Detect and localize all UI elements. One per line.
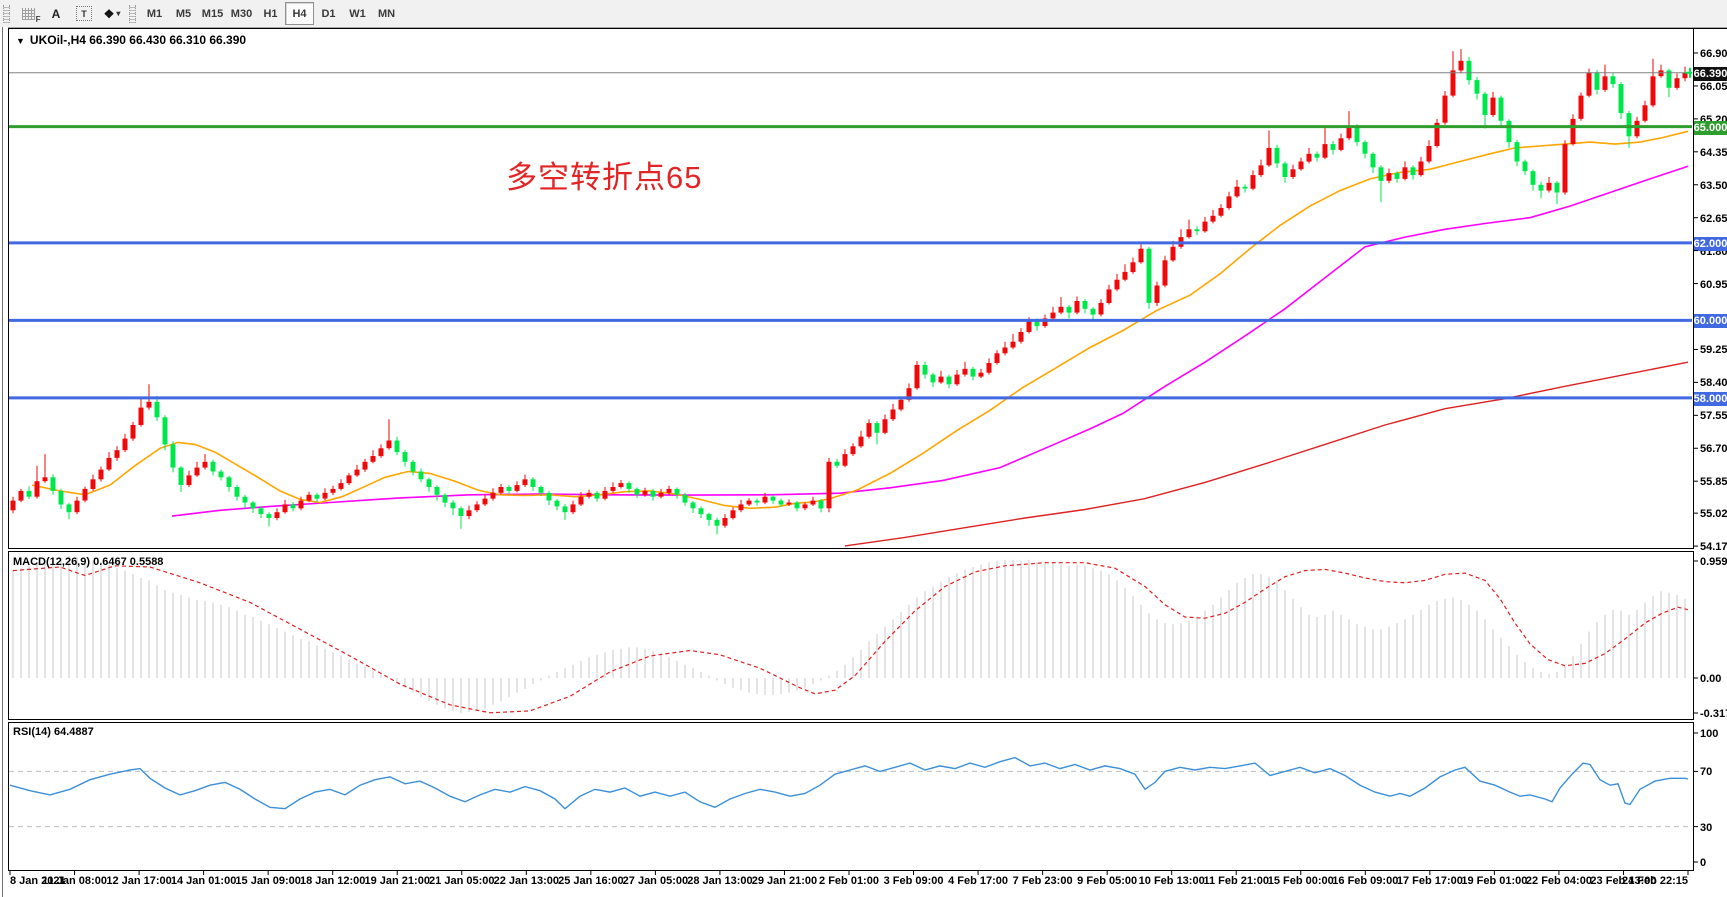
price-level-box: 65.000	[1693, 120, 1727, 135]
price-tick: 66.050	[1700, 80, 1727, 93]
price-tick: 54.175	[1700, 541, 1727, 554]
time-tick: 16 Feb 09:00	[1332, 875, 1399, 887]
time-tick: 23 Feb 13:00	[1590, 875, 1657, 887]
text-tool-icon[interactable]: T	[71, 2, 97, 25]
rsi-tick: 100	[1700, 728, 1719, 740]
time-tick: 18 Jan 12:00	[299, 875, 366, 887]
macd-tick: -0.3171	[1700, 708, 1727, 720]
chart-title[interactable]: ▼ UKOil-,H4 66.390 66.430 66.310 66.390	[16, 33, 246, 47]
time-tick: 22 Jan 13:00	[493, 875, 560, 887]
price-tick: 63.500	[1700, 179, 1727, 192]
timeframe-button-w1[interactable]: W1	[349, 7, 366, 20]
time-tick: 22 Feb 04:00	[1525, 875, 1592, 887]
time-tick: 4 Feb 17:00	[948, 875, 1009, 887]
price-tick: 60.950	[1700, 278, 1727, 291]
time-tick: 11 Jan 08:00	[42, 875, 107, 887]
time-tick: 8 Jan 2021	[10, 875, 66, 887]
timeframe-button-h1[interactable]: H1	[263, 7, 278, 20]
price-tick: 64.350	[1700, 146, 1727, 159]
text-box-icon: T	[76, 6, 92, 21]
price-level-box: 62.000	[1693, 236, 1727, 251]
price-tick: 55.025	[1700, 508, 1727, 521]
timeframe-button-mn[interactable]: MN	[377, 7, 396, 20]
left-gutter	[0, 27, 8, 897]
price-tick: 59.250	[1700, 344, 1727, 357]
timeframe-button-m1[interactable]: M1	[146, 7, 163, 20]
rsi-tick: 30	[1700, 821, 1713, 834]
time-axis[interactable]: 8 Jan 2021 11 Jan 08:00 12 Jan 17:00 14 Jan…	[8, 871, 1727, 897]
macd-tick: 0.959	[1700, 556, 1727, 568]
time-tick: 24 Feb 22:15	[1621, 875, 1688, 887]
price-tick: 58.400	[1700, 377, 1727, 390]
time-tick: 27 Jan 05:00	[622, 875, 689, 887]
annotation-text: 多空转折点65	[506, 160, 703, 195]
macd-tick: 0.00	[1700, 673, 1722, 685]
time-tick: 12 Jan 17:00	[106, 875, 172, 887]
price-tick: 57.550	[1700, 410, 1727, 423]
price-tick: 56.700	[1700, 443, 1727, 456]
timeframe-button-d1[interactable]: D1	[321, 7, 336, 20]
time-tick: 14 Jan 01:00	[170, 875, 237, 887]
macd-pane[interactable]	[8, 551, 1694, 720]
price-level-box: 60.000	[1693, 314, 1727, 329]
rsi-label: RSI(14) 64.4887	[13, 726, 94, 738]
macd-label: MACD(12,26,9) 0.6467 0.5588	[13, 556, 164, 568]
timeframe-button-m5[interactable]: M5	[175, 7, 192, 20]
timeframe-button-h4[interactable]: H4	[285, 2, 314, 25]
time-tick: 28 Jan 13:00	[687, 875, 753, 887]
price-tick: 62.650	[1700, 212, 1727, 225]
grid-icon: F	[21, 7, 41, 24]
arrows-tool-icon[interactable]: ❖ ▾	[103, 6, 121, 21]
time-tick: 15 Jan 09:00	[235, 875, 301, 887]
letter-a-icon[interactable]: A	[51, 6, 61, 21]
price-level-box: 66.390	[1693, 66, 1727, 81]
price-tick: 66.900	[1700, 48, 1727, 60]
price-chart-pane[interactable]	[8, 28, 1694, 549]
time-tick: 2 Feb 01:00	[819, 875, 879, 887]
rsi-pane[interactable]	[8, 722, 1694, 871]
toolbar-grip[interactable]	[3, 4, 10, 23]
time-tick: 9 Feb 05:00	[1077, 875, 1138, 887]
toolbar: F A T ❖ ▾ M1 M5 M15 M30 H1 H4 D1 W1 MN	[0, 0, 1727, 29]
toolbar-grip-2[interactable]	[129, 4, 136, 23]
time-tick: 15 Feb 00:00	[1267, 875, 1334, 887]
chart-dropdown-icon[interactable]: ▼	[16, 36, 25, 46]
timeframe-button-m30[interactable]: M30	[230, 7, 253, 20]
price-axis[interactable]: 66.90066.05065.20064.35063.50062.65061.8…	[1694, 28, 1727, 872]
time-tick: 3 Feb 09:00	[883, 875, 944, 887]
grid-f-icon[interactable]: F	[15, 2, 41, 25]
chart-title-text: UKOil-,H4 66.390 66.430 66.310 66.390	[29, 33, 247, 47]
time-tick: 19 Feb 01:00	[1461, 875, 1528, 887]
price-level-box: 58.000	[1693, 391, 1727, 406]
dropdown-caret-icon[interactable]: ▾	[116, 9, 121, 18]
rsi-tick: 70	[1700, 766, 1713, 779]
timeframe-group: M1 M5 M15 M30 H1 H4 D1 W1 MN	[140, 2, 401, 25]
time-tick: 11 Feb 21:00	[1203, 875, 1269, 887]
price-tick: 55.850	[1700, 476, 1727, 489]
time-tick: 29 Jan 21:00	[751, 875, 818, 887]
time-tick: 21 Jan 05:00	[429, 875, 495, 887]
timeframe-button-m15[interactable]: M15	[201, 7, 224, 20]
time-tick: 10 Feb 13:00	[1138, 875, 1205, 887]
time-tick: 7 Feb 23:00	[1012, 875, 1073, 887]
time-tick: 19 Jan 21:00	[364, 875, 430, 887]
time-tick: 17 Feb 17:00	[1396, 875, 1463, 887]
time-tick: 25 Jan 16:00	[558, 875, 624, 887]
rsi-tick: 0	[1700, 857, 1707, 869]
